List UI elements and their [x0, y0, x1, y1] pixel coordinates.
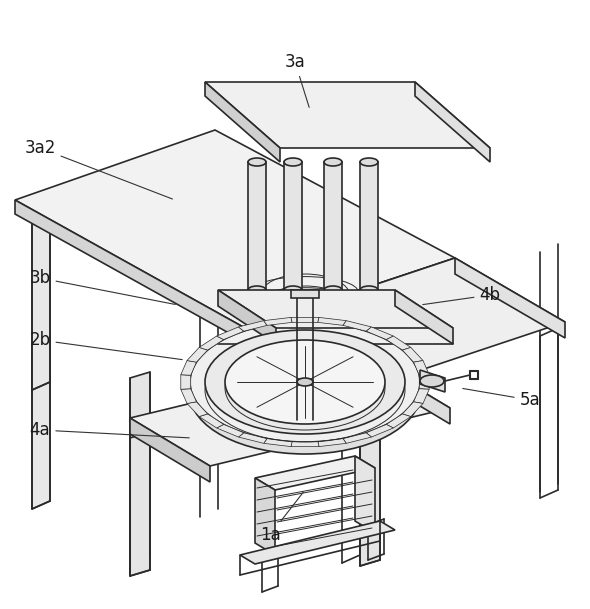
- Polygon shape: [248, 162, 266, 290]
- Ellipse shape: [248, 286, 266, 294]
- Polygon shape: [187, 347, 208, 362]
- Polygon shape: [343, 321, 372, 331]
- Text: 3a: 3a: [284, 53, 309, 107]
- Polygon shape: [291, 442, 319, 446]
- Polygon shape: [366, 424, 394, 437]
- Ellipse shape: [360, 158, 378, 166]
- Text: 4b: 4b: [423, 286, 500, 304]
- Polygon shape: [130, 360, 450, 466]
- Ellipse shape: [360, 286, 378, 294]
- Ellipse shape: [284, 158, 302, 166]
- Polygon shape: [217, 424, 244, 437]
- Polygon shape: [414, 389, 429, 404]
- Polygon shape: [205, 82, 490, 148]
- Polygon shape: [291, 290, 319, 298]
- Ellipse shape: [297, 378, 313, 386]
- Polygon shape: [395, 290, 453, 344]
- Polygon shape: [402, 402, 423, 417]
- Polygon shape: [324, 162, 342, 290]
- Ellipse shape: [190, 334, 420, 454]
- Polygon shape: [199, 336, 224, 350]
- Polygon shape: [15, 200, 245, 342]
- Polygon shape: [199, 414, 224, 428]
- Ellipse shape: [324, 286, 342, 294]
- Ellipse shape: [284, 286, 302, 294]
- Polygon shape: [181, 389, 196, 404]
- Text: 3a2: 3a2: [24, 139, 172, 199]
- Polygon shape: [218, 290, 276, 344]
- Text: 2b: 2b: [30, 331, 182, 360]
- Text: 1a: 1a: [260, 492, 303, 544]
- Polygon shape: [130, 418, 210, 482]
- Polygon shape: [355, 456, 375, 533]
- Polygon shape: [181, 361, 196, 375]
- Polygon shape: [245, 328, 355, 408]
- Polygon shape: [366, 327, 394, 340]
- Polygon shape: [455, 258, 565, 338]
- Polygon shape: [205, 82, 280, 162]
- Polygon shape: [245, 258, 455, 342]
- Polygon shape: [402, 347, 423, 362]
- Polygon shape: [264, 317, 292, 325]
- Polygon shape: [386, 336, 411, 350]
- Text: 3b: 3b: [30, 269, 175, 304]
- Polygon shape: [420, 370, 445, 392]
- Ellipse shape: [324, 158, 342, 166]
- Polygon shape: [217, 327, 244, 340]
- Polygon shape: [415, 82, 490, 162]
- Ellipse shape: [225, 340, 385, 424]
- Polygon shape: [187, 402, 208, 417]
- Polygon shape: [255, 456, 375, 490]
- Polygon shape: [32, 206, 50, 390]
- Polygon shape: [255, 478, 275, 555]
- Text: 4a: 4a: [30, 421, 189, 439]
- Polygon shape: [343, 433, 372, 443]
- Polygon shape: [318, 317, 346, 325]
- Polygon shape: [240, 521, 395, 564]
- Ellipse shape: [420, 375, 444, 387]
- Polygon shape: [264, 438, 292, 446]
- Polygon shape: [284, 162, 302, 290]
- Polygon shape: [360, 162, 378, 290]
- Polygon shape: [318, 438, 346, 446]
- Text: 5a: 5a: [463, 389, 540, 409]
- Polygon shape: [238, 321, 267, 331]
- Polygon shape: [15, 130, 455, 328]
- Polygon shape: [238, 433, 267, 443]
- Polygon shape: [245, 258, 565, 392]
- Polygon shape: [291, 317, 319, 322]
- Polygon shape: [218, 290, 453, 328]
- Polygon shape: [360, 396, 380, 566]
- Polygon shape: [386, 414, 411, 428]
- Polygon shape: [181, 375, 191, 389]
- Polygon shape: [414, 361, 429, 375]
- Polygon shape: [130, 426, 150, 576]
- Polygon shape: [419, 375, 429, 389]
- Ellipse shape: [248, 158, 266, 166]
- Ellipse shape: [205, 330, 405, 434]
- Polygon shape: [370, 360, 450, 424]
- Polygon shape: [130, 372, 150, 438]
- Ellipse shape: [190, 322, 420, 442]
- Polygon shape: [32, 333, 50, 509]
